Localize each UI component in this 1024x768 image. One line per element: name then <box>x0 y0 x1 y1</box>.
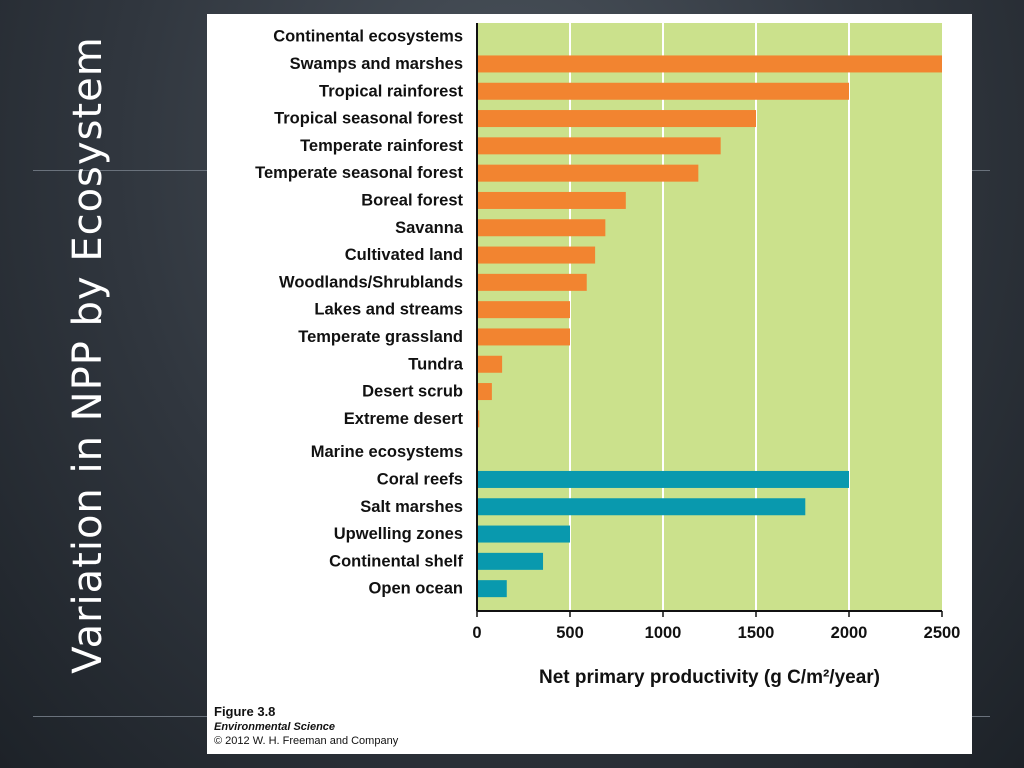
category-label: Open ocean <box>369 580 463 598</box>
category-label: Boreal forest <box>361 191 463 209</box>
bar <box>477 110 756 128</box>
figure-panel: Continental ecosystems Swamps and marshes… <box>207 14 972 754</box>
category-label: Salt marshes <box>360 498 463 516</box>
x-tick-label: 1500 <box>738 624 775 642</box>
category-label: Temperate seasonal forest <box>255 164 463 182</box>
bar <box>477 82 849 100</box>
bar <box>477 137 721 155</box>
slide-rule-top-left <box>33 170 207 171</box>
x-tick-label: 0 <box>472 624 481 642</box>
category-label: Desert scrub <box>362 383 463 401</box>
bar <box>477 355 503 373</box>
group-header-marine-ecosystems: Marine ecosystems <box>311 443 463 461</box>
category-label: Temperate grassland <box>298 328 463 346</box>
x-tick-label: 1000 <box>645 624 682 642</box>
bar <box>477 498 806 516</box>
category-label: Savanna <box>395 219 464 237</box>
npp-bar-chart: Continental ecosystems Swamps and marshes… <box>255 23 961 688</box>
bar <box>477 470 849 488</box>
slide-rule-bottom-right <box>972 716 990 717</box>
slide-rule-top-right <box>972 170 990 171</box>
category-label: Coral reefs <box>377 470 463 488</box>
bar <box>477 55 942 73</box>
category-label: Tundra <box>408 355 464 373</box>
category-label: Tropical rainforest <box>319 82 463 100</box>
group-header-continental-ecosystems: Continental ecosystems <box>273 28 463 46</box>
bar <box>477 301 570 319</box>
slide-rule-bottom-left <box>33 716 207 717</box>
category-label: Upwelling zones <box>334 525 463 543</box>
bar <box>477 383 492 401</box>
category-label: Tropical seasonal forest <box>274 110 463 128</box>
x-tick-label: 2500 <box>924 624 961 642</box>
category-label: Continental shelf <box>329 552 463 570</box>
category-label: Woodlands/Shrublands <box>279 273 463 291</box>
bar <box>477 328 570 346</box>
x-tick-label: 500 <box>556 624 584 642</box>
bar <box>477 525 570 543</box>
bar <box>477 410 480 428</box>
figure-caption: Figure 3.8 Environmental Science © 2012 … <box>214 704 398 747</box>
category-label: Swamps and marshes <box>290 55 463 73</box>
category-label: Cultivated land <box>345 246 463 264</box>
figure-copyright: © 2012 W. H. Freeman and Company <box>214 735 399 747</box>
x-axis-title: Net primary productivity (g C/m²/year) <box>539 667 880 688</box>
category-label: Lakes and streams <box>314 301 463 319</box>
bar <box>477 164 699 182</box>
bar <box>477 580 507 598</box>
bar <box>477 246 596 264</box>
category-label: Extreme desert <box>344 410 464 428</box>
bar <box>477 273 587 291</box>
category-label: Temperate rainforest <box>300 137 463 155</box>
slide-title: Variation in NPP by Ecosystem <box>65 36 111 674</box>
figure-number: Figure 3.8 <box>214 704 276 719</box>
figure-book-title: Environmental Science <box>214 721 336 733</box>
bar <box>477 552 544 570</box>
x-tick-label: 2000 <box>831 624 868 642</box>
bar <box>477 191 626 209</box>
bar <box>477 219 606 237</box>
